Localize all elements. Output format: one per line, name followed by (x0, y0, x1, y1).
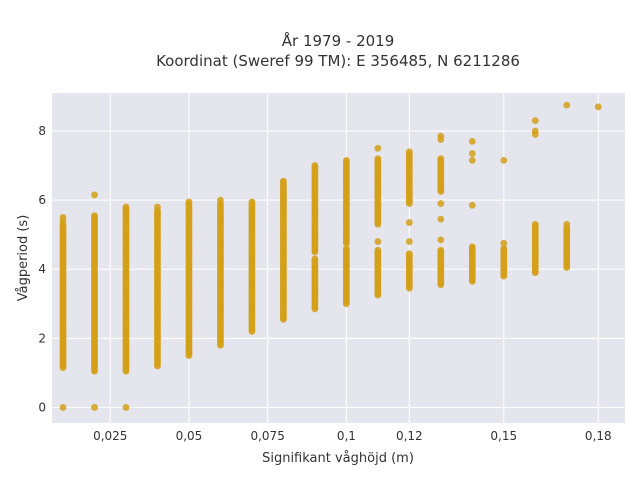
data-point (500, 156, 508, 164)
data-point (91, 191, 98, 199)
data-point (500, 245, 508, 252)
data-point (468, 201, 476, 209)
data-point (405, 238, 413, 245)
y-tick-label: 4 (38, 262, 46, 276)
data-point (59, 217, 67, 225)
data-point (248, 198, 256, 206)
data-point (342, 245, 350, 252)
data-point (437, 236, 445, 244)
x-tick-label: 0,18 (585, 429, 612, 443)
data-point (405, 250, 413, 258)
data-point (531, 117, 539, 125)
data-point (374, 144, 382, 152)
data-point (531, 127, 539, 135)
data-point (122, 404, 130, 411)
y-tick-label: 8 (38, 124, 46, 138)
data-point (437, 246, 445, 254)
x-axis-ticks: 0,025 0,05 0,075 0,1 0,12 0,15 0,18 (93, 429, 612, 443)
x-tick-label: 0,12 (396, 429, 423, 443)
data-point (563, 101, 571, 109)
data-point (311, 162, 319, 169)
data-points (59, 101, 602, 411)
plot-area (52, 93, 625, 423)
data-point (91, 404, 98, 411)
data-point (374, 155, 382, 163)
data-point (217, 196, 224, 204)
data-point (405, 219, 413, 226)
chart-title-line-1: År 1979 - 2019 (282, 31, 395, 50)
chart-title-line-2: Koordinat (Sweref 99 TM): E 356485, N 62… (156, 52, 520, 70)
data-point (311, 255, 319, 263)
x-tick-label: 0,075 (250, 429, 284, 443)
x-tick-label: 0,025 (93, 429, 127, 443)
y-axis-ticks: 0 2 4 6 8 (38, 124, 46, 414)
data-point (437, 155, 445, 163)
data-point (59, 404, 67, 411)
data-point (437, 215, 445, 223)
data-point (437, 132, 445, 140)
data-point (468, 156, 476, 164)
data-point (468, 150, 476, 157)
data-point (468, 243, 476, 251)
data-point (91, 212, 98, 220)
data-point (405, 148, 413, 156)
data-point (437, 200, 445, 207)
data-point (342, 156, 350, 164)
x-axis-title: Signifikant våghöjd (m) (262, 451, 414, 466)
data-point (594, 103, 602, 111)
y-tick-label: 0 (38, 400, 46, 414)
data-point (185, 198, 193, 206)
data-point (531, 220, 539, 228)
data-point (563, 220, 571, 228)
data-point (500, 239, 508, 247)
y-tick-label: 2 (38, 331, 46, 345)
x-tick-label: 0,05 (176, 429, 203, 443)
x-tick-label: 0,15 (490, 429, 517, 443)
data-point (280, 177, 287, 185)
data-point (154, 203, 161, 211)
x-tick-label: 0,1 (337, 429, 356, 443)
y-tick-label: 6 (38, 193, 46, 207)
data-point (374, 238, 382, 245)
data-point (374, 246, 382, 254)
data-point (122, 203, 130, 211)
y-axis-title: Vågperiod (s) (16, 215, 31, 302)
data-point (468, 137, 476, 145)
